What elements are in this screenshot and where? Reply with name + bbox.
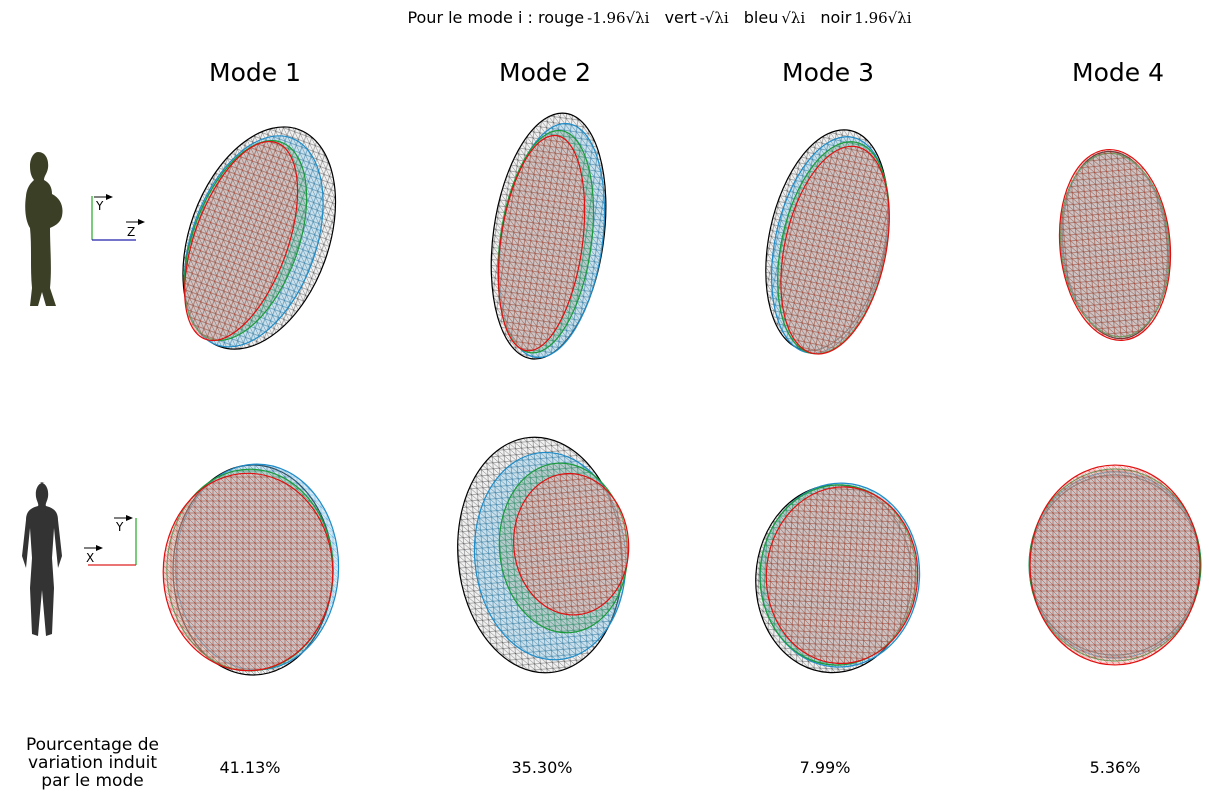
header-prefix: Pour le mode i : [407,8,533,27]
axis-label: Y [115,520,124,534]
mesh-shape [182,126,337,350]
mesh-red [184,140,299,342]
percentage: 41.13% [219,758,281,777]
percentage: 5.36% [1089,758,1141,777]
mesh-shape [1028,464,1202,666]
silhouette-side [25,152,63,306]
mesh-shape [162,463,340,676]
legend-formula: -1.96√λi [587,9,650,27]
mesh-red [1058,148,1172,342]
mode-title: Mode 1 [209,58,301,87]
mode-title: Mode 2 [499,58,591,87]
percentage: 7.99% [799,758,851,777]
figure: Y Z Y X [22,112,1202,676]
mesh-red [765,486,919,665]
header: Pour le mode i : rouge -1.96√λi vert -√λi … [0,8,1209,27]
mesh-shape [765,129,890,355]
legend-name: rouge [537,8,585,27]
mesh-shape [457,436,630,674]
mesh-shape [755,482,921,674]
legend-formula: √λi [781,9,806,27]
mesh-red [162,472,334,672]
legend-name: noir [820,8,852,27]
row-label-line: variation induit [27,753,158,773]
mode-title: Mode 4 [1072,58,1164,87]
legend-name: vert [664,8,697,27]
row-label-line: Pourcentage de [25,735,159,755]
mode-title: Mode 3 [782,58,874,87]
row-label-line: par le mode [41,771,144,791]
axis-label: Z [127,225,135,239]
legend-formula: -√λi [699,9,729,27]
mesh-shape [490,112,607,360]
axis-label: Y [95,199,104,213]
legend-name: bleu [743,8,779,27]
mesh-red [513,472,630,616]
percentage: 35.30% [511,758,573,777]
row-label: Pourcentage de variation induit par le m… [0,736,185,790]
mesh-red [497,134,586,352]
mesh-shape [1058,148,1172,342]
mesh-red [1029,464,1201,666]
axis-label: X [86,551,94,565]
silhouette-back [22,482,62,636]
mesh-red [780,145,890,355]
legend-formula: 1.96√λi [854,9,912,27]
